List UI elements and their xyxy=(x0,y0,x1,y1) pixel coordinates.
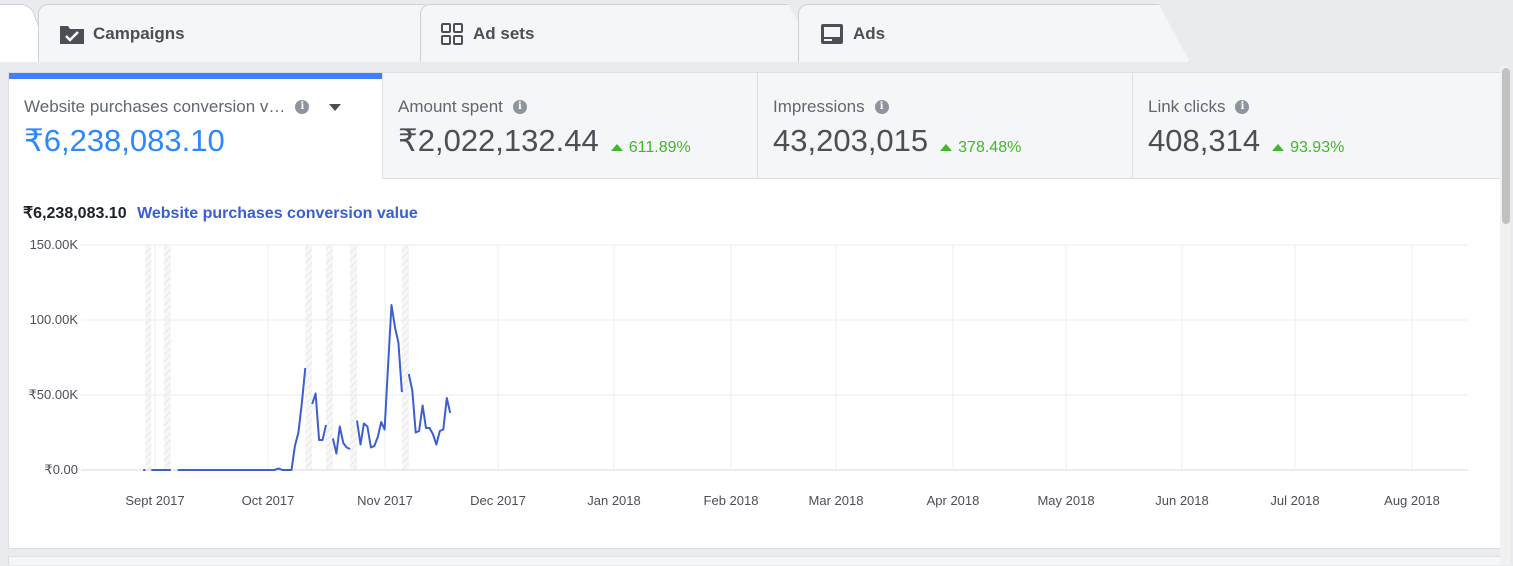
metric-value: ₹2,022,132.44 xyxy=(398,123,599,158)
metric-value: ₹6,238,083.10 xyxy=(24,123,225,158)
y-tick-label: ₹0.00 xyxy=(44,462,78,477)
tab-label: Ad sets xyxy=(473,23,535,43)
info-icon[interactable]: i xyxy=(1235,100,1250,114)
metric-label: Link clicks xyxy=(1148,97,1226,116)
no-data-band xyxy=(326,245,333,470)
y-tick-label: ₹50.00K xyxy=(29,387,79,402)
tab-ad-sets[interactable]: Ad sets xyxy=(420,4,820,62)
x-tick-label: Feb 2018 xyxy=(704,493,759,508)
tab-label: Ads xyxy=(853,23,886,43)
folder-check-icon xyxy=(59,22,85,46)
metric-label: Website purchases conversion v… xyxy=(24,97,286,116)
series-line-segment xyxy=(177,367,307,471)
x-tick-label: Jun 2018 xyxy=(1155,493,1209,508)
y-tick-label: 100.00K xyxy=(30,312,79,327)
data-line xyxy=(143,304,452,471)
no-data-shading xyxy=(145,245,409,470)
series-line-segment xyxy=(407,373,452,446)
tab-ads[interactable]: Ads xyxy=(798,4,1190,62)
no-data-band xyxy=(350,245,358,470)
info-icon[interactable]: i xyxy=(512,100,527,114)
metric-delta: 378.48% xyxy=(940,139,1021,157)
metric-value-row: 43,203,015 378.48% xyxy=(773,123,1132,159)
grid-icon xyxy=(439,22,465,46)
metric-delta: 611.89% xyxy=(610,138,691,157)
up-arrow-icon xyxy=(1272,144,1285,151)
metric-label-row: Website purchases conversion v… i xyxy=(24,97,382,117)
metric-value-row: 408,314 93.93% xyxy=(1148,123,1505,159)
x-tick-label: Oct 2017 xyxy=(242,493,295,508)
x-tick-label: Apr 2018 xyxy=(927,493,980,508)
delta-value: 93.93% xyxy=(1290,138,1345,156)
metric-label-row: Impressions i xyxy=(773,97,1132,117)
chart-total-value: ₹6,238,083.10 xyxy=(23,205,127,222)
no-data-band xyxy=(145,245,152,470)
x-tick-label: Sept 2017 xyxy=(125,493,184,508)
info-icon[interactable]: i xyxy=(295,100,310,114)
metric-label: Amount spent xyxy=(398,97,503,116)
metric-label: Impressions xyxy=(773,97,865,116)
metric-label-row: Link clicks i xyxy=(1148,97,1505,117)
series-line-segment xyxy=(311,392,327,441)
chart-grid xyxy=(81,244,1468,471)
scrollbar-thumb[interactable] xyxy=(1502,68,1510,224)
delta-value: 378.48% xyxy=(958,138,1022,156)
y-tick-label: 150.00K xyxy=(30,237,79,252)
up-arrow-icon xyxy=(610,144,623,151)
series-line-segment xyxy=(356,304,403,449)
metric-amount-spent[interactable]: Amount spent i ₹2,022,132.44 611.89% xyxy=(383,73,758,179)
series-line-segment xyxy=(331,425,351,455)
next-section-edge xyxy=(8,556,1506,565)
metric-label-row: Amount spent i xyxy=(398,97,757,117)
x-tick-label: Dec 2017 xyxy=(470,493,526,508)
tab-bar: Campaigns Ad sets Ads xyxy=(0,0,1513,62)
metric-value: 408,314 xyxy=(1148,123,1261,158)
dropdown-caret-icon[interactable] xyxy=(329,103,342,111)
delta-value: 611.89% xyxy=(628,138,691,156)
metric-value: 43,203,015 xyxy=(773,123,929,158)
x-tick-label: Jul 2018 xyxy=(1270,493,1319,508)
metrics-row: Website purchases conversion v… i ₹6,238… xyxy=(9,73,1505,179)
x-tick-label: Jan 2018 xyxy=(587,493,641,508)
tab-label: Campaigns xyxy=(93,23,185,43)
x-tick-label: Aug 2018 xyxy=(1384,493,1440,508)
insights-panel: Website purchases conversion v… i ₹6,238… xyxy=(8,72,1506,549)
no-data-band xyxy=(305,245,313,470)
chart-metric-name: Website purchases conversion value xyxy=(137,205,418,222)
y-axis-labels: ₹0.00 ₹50.00K 100.00K 150.00K xyxy=(29,237,79,477)
metric-link-clicks[interactable]: Link clicks i 408,314 93.93% xyxy=(1133,73,1505,179)
metric-value-row: ₹2,022,132.44 611.89% xyxy=(398,123,757,159)
x-axis-labels: Sept 2017 Oct 2017 Nov 2017 Dec 2017 Jan 201… xyxy=(125,493,1439,508)
x-tick-label: Nov 2017 xyxy=(357,493,413,508)
no-data-band xyxy=(401,245,409,470)
up-arrow-icon xyxy=(940,144,953,151)
metric-website-purchases[interactable]: Website purchases conversion v… i ₹6,238… xyxy=(9,73,383,179)
x-tick-label: May 2018 xyxy=(1037,493,1094,508)
metric-value-row: ₹6,238,083.10 xyxy=(24,123,382,159)
ad-display-icon xyxy=(819,22,845,46)
metric-impressions[interactable]: Impressions i 43,203,015 378.48% xyxy=(758,73,1133,179)
x-tick-label: Mar 2018 xyxy=(809,493,864,508)
tab-campaigns[interactable]: Campaigns xyxy=(38,4,458,62)
no-data-band xyxy=(163,245,171,470)
info-icon[interactable]: i xyxy=(874,100,889,114)
metric-delta: 93.93% xyxy=(1272,139,1344,157)
scrollbar-track[interactable] xyxy=(1500,66,1510,565)
chart-title: ₹6,238,083.10 Website purchases conversi… xyxy=(23,203,418,223)
